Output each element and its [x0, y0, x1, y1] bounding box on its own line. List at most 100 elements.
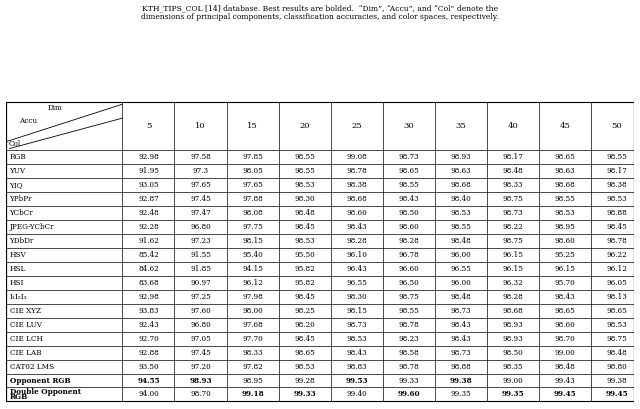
Bar: [6, 102, 634, 402]
Text: 98.55: 98.55: [451, 223, 471, 231]
Text: 98.45: 98.45: [294, 223, 315, 231]
Text: 99.45: 99.45: [605, 391, 628, 398]
Text: 98.38: 98.38: [607, 181, 627, 189]
Text: 92.87: 92.87: [138, 195, 159, 203]
Text: 95.70: 95.70: [554, 279, 575, 287]
Text: 93.83: 93.83: [138, 307, 159, 315]
Text: 99.38: 99.38: [607, 377, 627, 384]
Text: 98.53: 98.53: [451, 209, 471, 217]
Text: 25: 25: [351, 122, 362, 130]
Text: 97.75: 97.75: [242, 223, 263, 231]
Text: 98.65: 98.65: [554, 307, 575, 315]
Text: 98.43: 98.43: [399, 195, 419, 203]
Text: 45: 45: [559, 122, 570, 130]
Text: 96.50: 96.50: [398, 279, 419, 287]
Text: 96.55: 96.55: [451, 265, 471, 273]
Text: CAT02 LMS: CAT02 LMS: [10, 362, 54, 371]
Text: 96.10: 96.10: [346, 251, 367, 259]
Text: 97.85: 97.85: [242, 153, 263, 161]
Text: 85.42: 85.42: [138, 251, 159, 259]
Text: Dim: Dim: [47, 104, 62, 112]
Text: 98.73: 98.73: [399, 153, 419, 161]
Text: 98.28: 98.28: [502, 293, 524, 301]
Text: 98.95: 98.95: [242, 377, 263, 384]
Text: 98.50: 98.50: [398, 209, 419, 217]
Text: 98.33: 98.33: [243, 348, 263, 357]
Text: 99.35: 99.35: [502, 391, 524, 398]
Text: 98.22: 98.22: [502, 223, 524, 231]
Text: 97.23: 97.23: [190, 237, 211, 245]
Text: 98.55: 98.55: [554, 195, 575, 203]
Text: 98.88: 98.88: [607, 209, 627, 217]
Text: 96.80: 96.80: [190, 223, 211, 231]
Text: 91.55: 91.55: [190, 251, 211, 259]
Text: 99.35: 99.35: [451, 391, 471, 398]
Text: 98.80: 98.80: [607, 362, 627, 371]
Text: 20: 20: [300, 122, 310, 130]
Text: 98.28: 98.28: [398, 237, 419, 245]
Text: 98.30: 98.30: [294, 195, 315, 203]
Text: 92.48: 92.48: [138, 209, 159, 217]
Text: 98.75: 98.75: [398, 293, 419, 301]
Text: 98.53: 98.53: [607, 195, 627, 203]
Text: I₁I₂I₃: I₁I₂I₃: [10, 293, 27, 301]
Text: 98.60: 98.60: [554, 237, 575, 245]
Text: Opponent RGB: Opponent RGB: [10, 377, 70, 384]
Text: 97.70: 97.70: [242, 335, 263, 343]
Text: 98.93: 98.93: [502, 321, 523, 329]
Text: 98.78: 98.78: [607, 237, 627, 245]
Text: Col: Col: [8, 139, 20, 148]
Text: 91.62: 91.62: [138, 237, 159, 245]
Text: 98.93: 98.93: [502, 335, 523, 343]
Text: 96.43: 96.43: [346, 265, 367, 273]
Text: 98.53: 98.53: [555, 209, 575, 217]
Text: 97.65: 97.65: [190, 181, 211, 189]
Text: 96.12: 96.12: [242, 279, 263, 287]
Text: 98.65: 98.65: [294, 348, 315, 357]
Text: 98.83: 98.83: [346, 362, 367, 371]
Text: 96.55: 96.55: [346, 279, 367, 287]
Text: 98.53: 98.53: [294, 237, 315, 245]
Text: 97.58: 97.58: [190, 153, 211, 161]
Text: 98.15: 98.15: [346, 307, 367, 315]
Text: 98.30: 98.30: [346, 293, 367, 301]
Text: 94.15: 94.15: [242, 265, 263, 273]
Text: 98.48: 98.48: [554, 362, 575, 371]
Text: 96.15: 96.15: [502, 265, 524, 273]
Text: 98.40: 98.40: [451, 195, 471, 203]
Text: 94.55: 94.55: [137, 377, 160, 384]
Text: YCbCr: YCbCr: [10, 209, 33, 217]
Text: 96.00: 96.00: [451, 279, 471, 287]
Text: 98.48: 98.48: [502, 167, 524, 175]
Text: 96.22: 96.22: [607, 251, 627, 259]
Text: 98.43: 98.43: [555, 293, 575, 301]
Text: 98.63: 98.63: [451, 167, 471, 175]
Text: JPEG-YCbCr: JPEG-YCbCr: [10, 223, 54, 231]
Text: 97.60: 97.60: [190, 307, 211, 315]
Text: CIE XYZ: CIE XYZ: [10, 307, 41, 315]
Text: 96.32: 96.32: [502, 279, 523, 287]
Text: 98.55: 98.55: [294, 167, 315, 175]
Text: 98.48: 98.48: [451, 237, 471, 245]
Text: 98.28: 98.28: [346, 237, 367, 245]
Text: 5: 5: [146, 122, 151, 130]
Text: YPbPr: YPbPr: [10, 195, 32, 203]
Text: 98.63: 98.63: [555, 167, 575, 175]
Text: 96.12: 96.12: [607, 265, 627, 273]
Text: 92.43: 92.43: [138, 321, 159, 329]
Text: RGB: RGB: [10, 393, 28, 401]
Text: 99.28: 99.28: [294, 377, 315, 384]
Text: 99.43: 99.43: [555, 377, 575, 384]
Text: KTH_TIPS_COL [14] database. Best results are bolded.  “Dim”, “Accu”, and “Col” d: KTH_TIPS_COL [14] database. Best results…: [141, 4, 499, 21]
Text: 92.70: 92.70: [138, 335, 159, 343]
Text: 30: 30: [403, 122, 414, 130]
Text: 98.93: 98.93: [189, 377, 212, 384]
Text: 95.50: 95.50: [294, 251, 315, 259]
Text: 98.48: 98.48: [607, 348, 627, 357]
Text: 98.43: 98.43: [346, 223, 367, 231]
Text: 97.68: 97.68: [242, 321, 263, 329]
Text: 98.13: 98.13: [607, 293, 627, 301]
Text: 98.60: 98.60: [554, 321, 575, 329]
Text: 98.73: 98.73: [502, 209, 523, 217]
Text: 93.50: 93.50: [138, 362, 159, 371]
